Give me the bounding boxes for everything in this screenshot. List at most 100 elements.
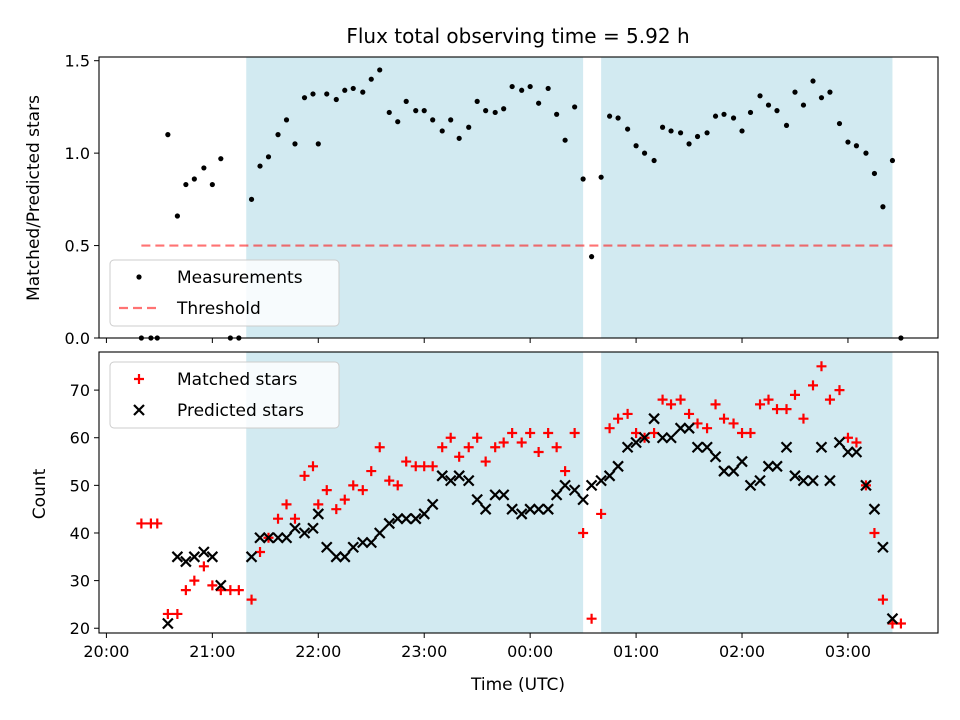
measurement-point: [527, 83, 533, 90]
predicted-star-point: [727, 465, 740, 477]
predicted-star-point: [365, 536, 378, 549]
predicted-star-point: [532, 503, 545, 515]
matched-star-point: [755, 399, 766, 410]
predicted-star-point: [188, 551, 201, 563]
measurement-point: [386, 109, 392, 116]
matched-star-point: [798, 413, 809, 424]
matched-star-point: [136, 518, 147, 529]
matched-star-point: [281, 499, 292, 510]
measurement-point: [818, 95, 825, 101]
legend-label: Predicted stars: [177, 401, 304, 421]
x-tick-label: 03:00: [825, 642, 871, 661]
matched-star-point: [427, 461, 438, 472]
measurement-point: [871, 170, 878, 177]
predicted-star-point: [683, 422, 695, 434]
matched-star-point: [348, 480, 359, 491]
predicted-star-point: [771, 460, 783, 473]
predicted-star-point: [462, 474, 475, 487]
measurement-point: [342, 87, 348, 93]
matched-star-point: [586, 613, 597, 624]
predicted-star-point: [550, 489, 563, 501]
predicted-star-point: [612, 460, 624, 473]
matched-star-point: [543, 427, 554, 438]
predicted-star-point: [709, 451, 722, 463]
matched-star-point: [666, 399, 677, 410]
x-tick-label: 20:00: [83, 642, 129, 661]
measurement-point: [310, 91, 316, 97]
predicted-star-point: [568, 484, 581, 496]
legend-label: Measurements: [177, 268, 303, 288]
predicted-star-point: [674, 422, 687, 434]
predicted-star-point: [436, 470, 449, 482]
matched-star-point: [307, 461, 318, 472]
predicted-star-point: [603, 470, 616, 482]
measurement-point: [324, 91, 330, 97]
matched-star-point: [313, 499, 324, 510]
measurement-point: [641, 150, 648, 156]
measurement-point: [519, 87, 525, 93]
predicted-star-point: [171, 551, 184, 563]
x-tick-label: 22:00: [295, 642, 341, 661]
predicted-star-point: [559, 479, 571, 492]
predicted-star-point: [860, 479, 872, 492]
chart-title: Flux total observing time = 5.92 h: [346, 24, 689, 48]
predicted-star-point: [383, 517, 396, 530]
matched-star-point: [533, 447, 544, 458]
measurement-point: [333, 96, 339, 103]
measurement-point: [439, 128, 445, 134]
measurement-point: [509, 83, 515, 90]
matched-star-point: [401, 456, 412, 467]
predicted-star-point: [638, 431, 651, 444]
matched-star-point: [507, 427, 518, 438]
measurement-point: [747, 109, 754, 116]
matched-star-point: [604, 423, 615, 434]
measurement-point: [545, 85, 551, 92]
legend-measurement-marker: [136, 274, 142, 280]
predicted-star-point: [453, 470, 465, 482]
matched-star-point: [152, 518, 163, 529]
bottom-y-axis-label: Count: [30, 468, 50, 519]
measurement-point: [360, 89, 366, 95]
predicted-star-point: [330, 551, 343, 563]
measurement-point: [792, 89, 798, 95]
measurement-point: [633, 143, 639, 149]
legend: Measurements Threshold: [109, 259, 340, 327]
y-tick-label: 20: [70, 619, 90, 638]
matched-star-point: [702, 423, 713, 434]
y-tick-label: 50: [70, 476, 90, 495]
predicted-star-point: [656, 431, 669, 444]
predicted-star-point: [754, 474, 766, 487]
legend-label: Threshold: [176, 299, 261, 319]
measurement-point: [572, 104, 578, 110]
predicted-star-point: [762, 460, 775, 473]
x-tick-label: 23:00: [401, 642, 447, 661]
measurement-point: [395, 119, 401, 125]
measurement-point: [588, 254, 595, 260]
measurement-point: [209, 181, 215, 188]
measurement-point: [183, 181, 189, 188]
measurement-point: [668, 128, 674, 134]
predicted-star-point: [868, 503, 881, 515]
matched-star-point: [498, 437, 509, 448]
plot-frame: [98, 351, 939, 634]
measurement-point: [810, 78, 816, 84]
measurement-point: [403, 98, 409, 104]
y-tick-label: 60: [70, 429, 90, 448]
predicted-star-point: [842, 446, 854, 458]
predicted-star-point: [289, 522, 301, 534]
measurement-point: [265, 154, 272, 160]
y-tick-label: 1.0: [65, 144, 90, 163]
measurement-point: [218, 156, 224, 162]
measurement-point: [800, 102, 807, 108]
measurement-point: [704, 130, 710, 136]
observing-span: [601, 57, 893, 338]
measurement-point: [292, 141, 298, 147]
predicted-star-point: [409, 512, 422, 525]
predicted-star-point: [489, 489, 501, 501]
predicted-star-point: [245, 551, 258, 563]
x-tick-label: 02:00: [719, 642, 765, 661]
measurement-point: [739, 128, 745, 134]
matched-star-point: [198, 561, 209, 572]
measurement-point: [421, 108, 427, 114]
predicted-star-point: [824, 474, 836, 487]
